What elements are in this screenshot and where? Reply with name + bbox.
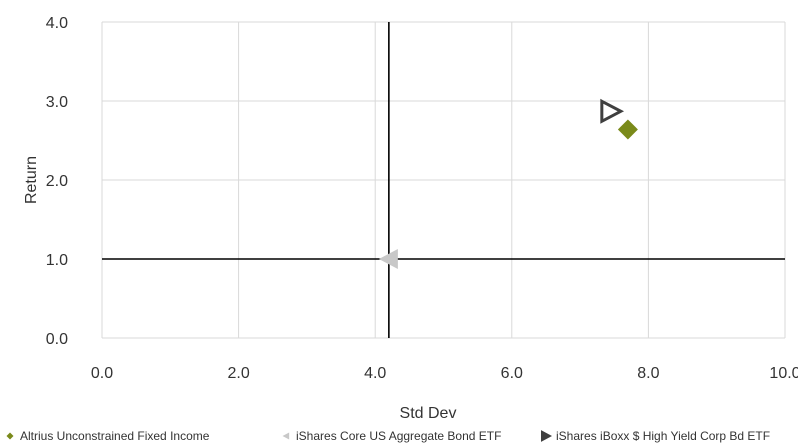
legend: Altrius Unconstrained Fixed Income iShare… [0,429,798,448]
legend-marker-icon [541,430,552,442]
y-tick-label: 2.0 [46,173,68,190]
y-tick-label: 3.0 [46,94,68,111]
data-points [378,98,638,269]
legend-item: iShares Core US Aggregate Bond ETF [280,429,501,443]
x-axis-title: Std Dev [400,405,457,422]
x-tick-label: 0.0 [91,365,113,382]
legend-label: iShares Core US Aggregate Bond ETF [296,429,502,443]
x-tick-label: 2.0 [227,365,249,382]
data-point [600,98,625,124]
tick-labels: 0.0 2.0 4.0 6.0 8.0 10.0 0.0 1.0 2.0 3.0 4.0 [46,15,798,382]
data-point [378,249,398,269]
legend-marker [541,430,552,442]
y-axis-title: Return [23,156,40,204]
legend-marker-icon [6,432,14,440]
legend-item: Altrius Unconstrained Fixed Income [4,429,209,443]
y-tick-label: 4.0 [46,15,68,32]
gridlines [101,21,786,339]
x-tick-label: 8.0 [637,365,659,382]
legend-label: iShares iBoxx $ High Yield Corp Bd ETF [556,429,771,443]
y-tick-label: 1.0 [46,252,68,269]
reference-lines [102,22,785,338]
legend-marker-icon [282,432,290,440]
legend-label: Altrius Unconstrained Fixed Income [20,429,210,443]
legend-marker [6,432,14,440]
data-point [617,119,638,140]
x-tick-label: 10.0 [769,365,798,382]
scatter-plot: 0.0 2.0 4.0 6.0 8.0 10.0 0.0 1.0 2.0 3.0 4.0 Std D… [23,15,798,422]
legend-item: iShares iBoxx $ High Yield Corp Bd ETF [540,429,770,443]
x-tick-label: 4.0 [364,365,386,382]
y-tick-label: 0.0 [46,331,68,348]
x-tick-label: 6.0 [501,365,523,382]
legend-marker [282,432,290,440]
